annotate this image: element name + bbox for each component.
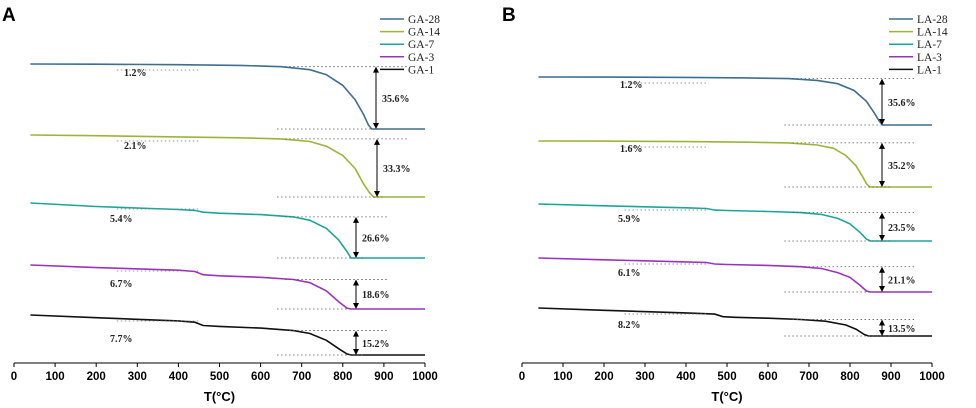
series-line-la-28 bbox=[538, 76, 932, 126]
first-loss-label: 5.9% bbox=[618, 214, 641, 225]
arrow-head-down bbox=[353, 252, 359, 258]
x-axis-title: T(°C) bbox=[204, 389, 235, 404]
second-loss-label: 35.2% bbox=[888, 161, 916, 172]
second-loss-label: 35.6% bbox=[382, 94, 410, 105]
x-tick-label: 400 bbox=[169, 371, 188, 383]
panel-letter: B bbox=[502, 5, 516, 26]
x-tick-label: 800 bbox=[840, 371, 859, 383]
legend-entry: LA-1 bbox=[917, 64, 942, 76]
x-tick-label: 0 bbox=[11, 371, 17, 383]
arrow-head-up bbox=[373, 66, 379, 73]
first-loss-label: 2.1% bbox=[124, 141, 147, 152]
arrow-head-down bbox=[353, 303, 359, 309]
panel-letter: A bbox=[2, 5, 16, 26]
arrow-head-up bbox=[374, 138, 380, 145]
first-loss-label: 8.2% bbox=[618, 320, 641, 331]
arrow-head-down bbox=[373, 123, 379, 129]
legend-entry: LA-3 bbox=[917, 52, 942, 64]
x-tick-label: 200 bbox=[87, 371, 106, 383]
legend-entry: GA-28 bbox=[408, 14, 440, 26]
x-axis-title: T(°C) bbox=[711, 389, 742, 404]
first-loss-label: 5.4% bbox=[110, 214, 133, 225]
second-loss-label: 18.6% bbox=[362, 290, 390, 301]
x-tick-label: 500 bbox=[717, 371, 736, 383]
x-tick-label: 100 bbox=[553, 371, 572, 383]
second-loss-label: 21.1% bbox=[888, 275, 916, 286]
first-loss-label: 6.1% bbox=[618, 268, 641, 279]
series-line-la-3 bbox=[538, 257, 932, 293]
arrow-head-up bbox=[353, 279, 359, 286]
arrow-head-down bbox=[879, 181, 885, 187]
second-loss-label: 15.2% bbox=[362, 339, 390, 350]
x-tick-label: 400 bbox=[676, 371, 695, 383]
arrow-head-down bbox=[879, 330, 885, 336]
legend-entry: GA-7 bbox=[408, 39, 434, 51]
x-tick-label: 1000 bbox=[412, 371, 438, 383]
arrow-head-up bbox=[879, 319, 885, 326]
x-tick-label: 300 bbox=[635, 371, 654, 383]
arrow-head-up bbox=[353, 330, 359, 337]
legend-entry: LA-14 bbox=[917, 27, 948, 39]
legend-entry: GA-14 bbox=[408, 27, 440, 39]
arrow-head-down bbox=[353, 349, 359, 355]
x-tick-label: 600 bbox=[758, 371, 777, 383]
arrow-head-up bbox=[879, 266, 885, 273]
legend-entry: LA-28 bbox=[917, 14, 948, 26]
x-tick-label: 1000 bbox=[919, 371, 945, 383]
legend-entry: GA-1 bbox=[408, 64, 434, 76]
arrow-head-down bbox=[374, 191, 380, 197]
x-tick-label: 600 bbox=[251, 371, 270, 383]
x-tick-label: 300 bbox=[128, 371, 147, 383]
series-line-la-7 bbox=[538, 203, 932, 242]
panel-b: B 0 100 200 300 400 500 600 700 800 900 1000 T(°C) LA… bbox=[502, 5, 948, 404]
second-loss-label: 35.6% bbox=[888, 98, 916, 109]
x-tick-label: 200 bbox=[594, 371, 613, 383]
x-tick-label: 900 bbox=[374, 371, 393, 383]
series-line-la-1 bbox=[538, 307, 932, 337]
arrow-head-up bbox=[879, 78, 885, 85]
first-loss-label: 6.7% bbox=[110, 279, 133, 290]
arrow-head-up bbox=[879, 212, 885, 219]
x-tick-label: 700 bbox=[292, 371, 311, 383]
series-line-ga-3 bbox=[30, 264, 425, 310]
arrow-head-down bbox=[879, 286, 885, 292]
panel-a: A 0 100 200 300 400 500 600 700 800 900 1000 T(°C) GA… bbox=[2, 5, 440, 404]
first-loss-label: 1.2% bbox=[124, 68, 147, 79]
legend-entry: LA-7 bbox=[917, 39, 942, 51]
second-loss-label: 26.6% bbox=[362, 233, 390, 244]
arrow-head-up bbox=[879, 142, 885, 149]
series-line-ga-28 bbox=[30, 63, 425, 130]
second-loss-label: 13.5% bbox=[888, 324, 916, 335]
x-tick-label: 500 bbox=[210, 371, 229, 383]
second-loss-label: 23.5% bbox=[888, 223, 916, 234]
second-loss-label: 33.3% bbox=[383, 164, 411, 175]
arrow-head-up bbox=[353, 216, 359, 223]
x-tick-label: 0 bbox=[519, 371, 525, 383]
x-tick-label: 100 bbox=[46, 371, 65, 383]
first-loss-label: 1.6% bbox=[620, 144, 643, 155]
x-tick-label: 900 bbox=[881, 371, 900, 383]
series-line-ga-14 bbox=[30, 134, 425, 198]
arrow-head-down bbox=[879, 235, 885, 241]
x-tick-label: 700 bbox=[799, 371, 818, 383]
x-tick-label: 800 bbox=[333, 371, 352, 383]
legend-entry: GA-3 bbox=[408, 52, 434, 64]
series-line-la-14 bbox=[538, 140, 932, 188]
arrow-head-down bbox=[879, 119, 885, 125]
series-line-ga-7 bbox=[30, 202, 425, 259]
first-loss-label: 7.7% bbox=[110, 334, 133, 345]
first-loss-label: 1.2% bbox=[620, 80, 643, 91]
